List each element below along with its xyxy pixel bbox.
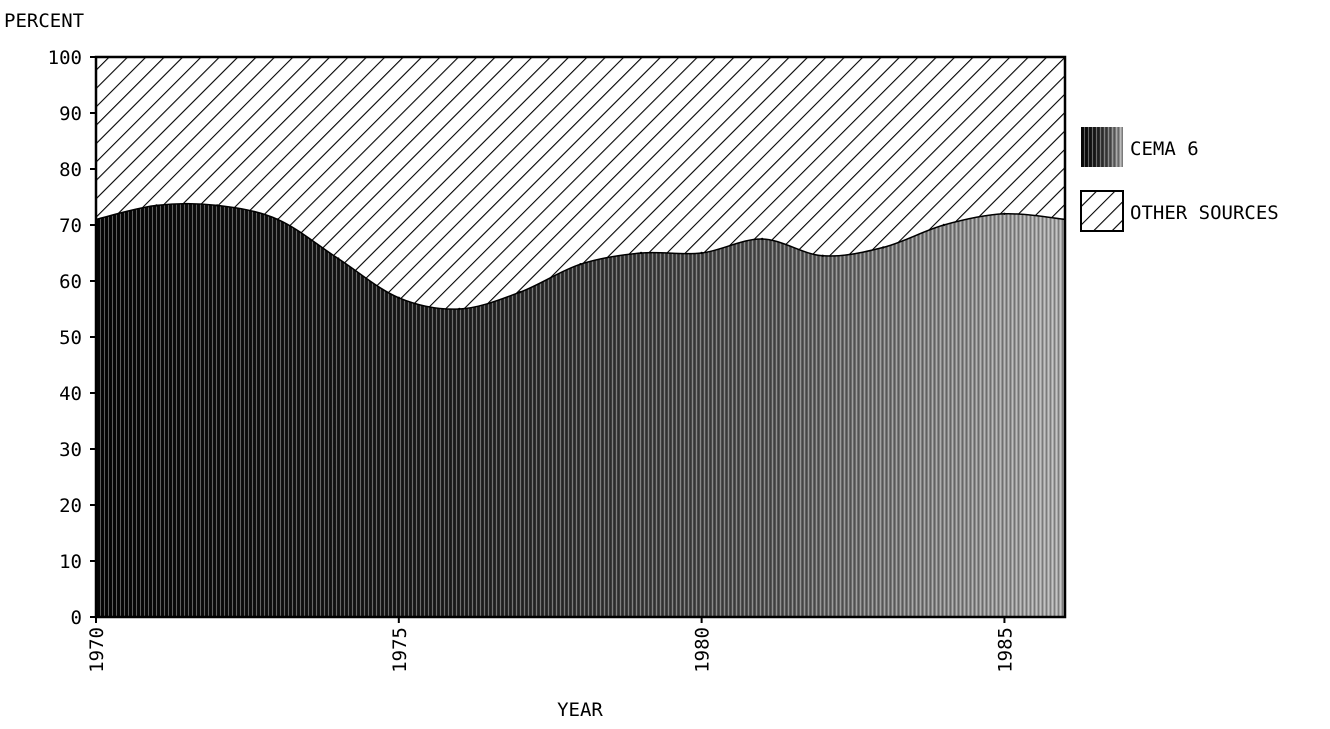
x-axis-title: YEAR (557, 699, 603, 721)
y-tick-label-40: 40 (59, 383, 82, 405)
data-point-1973 (276, 218, 279, 221)
data-point-1980 (700, 251, 703, 255)
legend-label-other-sources: OTHER SOURCES (1130, 202, 1279, 224)
data-point-1974 (337, 257, 340, 260)
area-other-sources (96, 57, 1065, 310)
legend-swatch-texture (1081, 127, 1123, 167)
data-point-1981 (760, 237, 764, 241)
y-tick-label-60: 60 (59, 271, 82, 293)
x-tick-label-1985: 1985 (994, 627, 1016, 673)
area-cema-6-texture (96, 203, 1065, 617)
y-tick-label-0: 0 (71, 607, 82, 629)
y-tick-label-90: 90 (59, 103, 82, 125)
data-point-1976 (458, 307, 461, 311)
y-tick-label-70: 70 (59, 215, 82, 237)
data-point-1984 (942, 223, 946, 227)
y-tick-label-10: 10 (59, 551, 82, 573)
y-tick-label-20: 20 (59, 495, 82, 517)
data-point-1972 (215, 204, 219, 207)
y-tick-label-30: 30 (59, 439, 82, 461)
y-tick-label-50: 50 (59, 327, 82, 349)
x-tick-label-1975: 1975 (389, 627, 411, 673)
data-point-1971 (155, 204, 158, 207)
data-point-1982 (821, 254, 824, 257)
data-point-1985 (1003, 212, 1006, 215)
x-tick-label-1970: 1970 (86, 627, 108, 673)
data-point-1983 (882, 246, 885, 249)
data-point-1978 (579, 263, 582, 266)
legend-label-cema-6: CEMA 6 (1130, 138, 1199, 160)
data-point-1975 (397, 296, 401, 299)
y-tick-label-80: 80 (59, 159, 82, 181)
y-tick-label-100: 100 (48, 47, 82, 69)
y-axis-title: PERCENT (4, 10, 84, 32)
data-point-1979 (639, 251, 643, 255)
x-tick-label-1980: 1980 (692, 627, 714, 673)
data-point-1977 (518, 291, 522, 294)
legend-swatch-other-sources (1080, 190, 1124, 232)
